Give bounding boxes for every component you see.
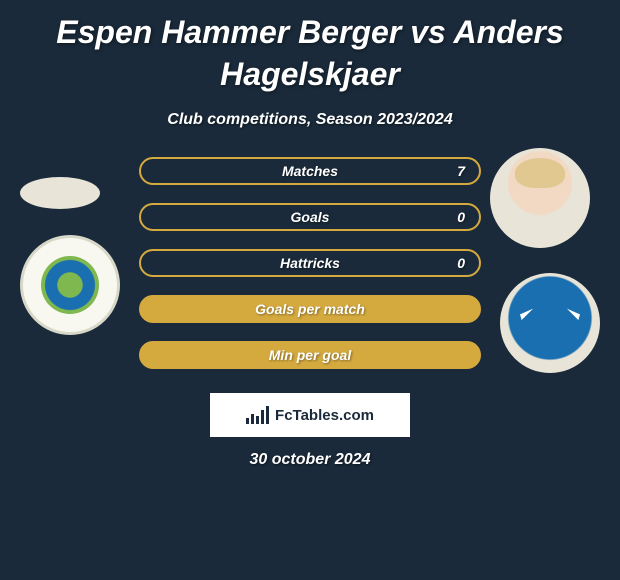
stat-label: Goals per match (255, 301, 365, 317)
player-avatar-right (490, 148, 590, 248)
stat-row-matches: Matches 7 (139, 157, 481, 185)
page-title: Espen Hammer Berger vs Anders Hagelskjae… (0, 0, 620, 101)
club-badge-right (500, 273, 600, 373)
stat-label: Hattricks (280, 255, 340, 271)
stat-row-min-per-goal: Min per goal (139, 341, 481, 369)
date-text: 30 october 2024 (0, 451, 620, 469)
brand-text: FcTables.com (275, 407, 374, 424)
bar (256, 416, 259, 424)
stat-label: Matches (282, 163, 338, 179)
stat-value: 0 (457, 209, 465, 225)
stat-row-hattricks: Hattricks 0 (139, 249, 481, 277)
bar (261, 410, 264, 424)
club-badge-left (20, 235, 120, 335)
stat-row-goals: Goals 0 (139, 203, 481, 231)
brand-logo: FcTables.com (210, 393, 410, 437)
subtitle: Club competitions, Season 2023/2024 (0, 111, 620, 129)
bar (251, 414, 254, 424)
brand-bars-icon (246, 406, 269, 424)
stat-value: 0 (457, 255, 465, 271)
comparison-content: Matches 7 Goals 0 Hattricks 0 Goals per … (0, 153, 620, 469)
stat-label: Min per goal (269, 347, 351, 363)
stats-list: Matches 7 Goals 0 Hattricks 0 Goals per … (139, 153, 481, 369)
bar (246, 418, 249, 424)
bar (266, 406, 269, 424)
stat-row-goals-per-match: Goals per match (139, 295, 481, 323)
stat-label: Goals (291, 209, 330, 225)
stat-value: 7 (457, 163, 465, 179)
player-avatar-left (20, 177, 100, 209)
